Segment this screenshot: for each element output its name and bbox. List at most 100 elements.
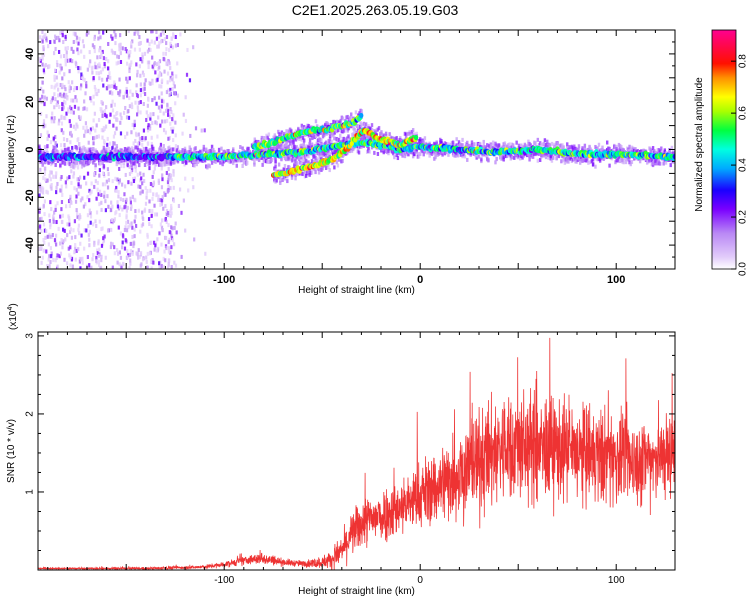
noise-speck [69, 229, 72, 234]
noise-speck [133, 176, 136, 181]
noise-speck [162, 56, 165, 61]
noise-speck [82, 204, 86, 209]
noise-speck [63, 228, 66, 233]
noise-speck [65, 54, 68, 59]
ridge-haze [94, 163, 97, 168]
noise-speck [68, 119, 71, 124]
noise-speck [118, 89, 122, 94]
noise-speck [39, 187, 42, 192]
ridge-haze [269, 155, 273, 160]
noise-speck [79, 266, 82, 269]
noise-speck [48, 218, 52, 223]
noise-speck [47, 257, 50, 262]
noise-speck [131, 225, 134, 230]
noise-speck [160, 198, 164, 203]
noise-speck [85, 125, 88, 130]
noise-speck [52, 136, 55, 141]
noise-speck [170, 245, 173, 250]
noise-speck [65, 92, 68, 97]
ridge-haze [300, 123, 304, 128]
ridge-haze [503, 141, 507, 146]
ridge-haze [301, 158, 304, 163]
noise-speck [151, 78, 154, 83]
noise-speck [178, 187, 182, 192]
noise-speck [95, 258, 98, 263]
noise-speck [50, 182, 53, 187]
noise-speck [59, 241, 62, 246]
ridge-haze [364, 132, 368, 137]
noise-speck [43, 64, 46, 69]
noise-speck [172, 138, 175, 143]
noise-speck [164, 258, 167, 263]
ridge-haze [43, 151, 47, 156]
noise-speck [171, 226, 174, 231]
noise-speck [116, 260, 119, 265]
ridge-haze [188, 149, 191, 154]
ridge-haze [577, 144, 581, 149]
noise-speck [97, 254, 101, 259]
noise-speck [98, 173, 101, 178]
noise-speck [145, 195, 148, 200]
noise-speck [133, 47, 137, 52]
noise-speck [57, 226, 60, 231]
ridge-haze [654, 161, 657, 166]
noise-speck [94, 165, 97, 170]
ridge-haze [601, 145, 604, 150]
noise-speck [38, 57, 41, 62]
noise-speck [105, 77, 109, 82]
noise-speck [118, 47, 121, 52]
ridge-haze [513, 155, 516, 160]
noise-speck [100, 128, 103, 133]
noise-speck [156, 77, 159, 82]
ridge-haze [477, 154, 481, 159]
noise-speck [49, 260, 52, 265]
noise-speck [124, 225, 127, 230]
ridge-haze [130, 158, 134, 163]
ridge-haze [280, 142, 283, 147]
noise-speck [41, 35, 44, 40]
noise-speck [100, 254, 103, 259]
ridge-haze [247, 146, 250, 151]
ridge-haze [550, 158, 554, 163]
noise-speck [63, 72, 66, 77]
noise-speck [164, 204, 167, 209]
noise-speck [162, 144, 165, 149]
noise-speck [172, 113, 175, 118]
ridge-haze [377, 126, 381, 131]
noise-speck [55, 220, 58, 225]
noise-speck [59, 64, 62, 69]
noise-speck [161, 173, 164, 178]
noise-speck [69, 130, 72, 135]
ridge-haze [542, 142, 545, 147]
noise-speck [165, 90, 169, 95]
ridge-haze [328, 134, 332, 139]
noise-speck [127, 109, 130, 114]
noise-speck [172, 185, 175, 190]
noise-speck [91, 65, 94, 70]
noise-speck [168, 135, 171, 140]
noise-speck [160, 242, 163, 247]
noise-speck [58, 254, 61, 259]
noise-speck [64, 34, 67, 39]
ridge-haze [241, 163, 244, 168]
ridge-haze [534, 141, 537, 146]
ridge-haze [195, 162, 198, 167]
ridge-haze [320, 130, 324, 135]
noise-speck [52, 214, 55, 219]
ridge-haze [160, 160, 163, 165]
ridge-haze [480, 157, 483, 162]
noise-speck [42, 98, 45, 103]
noise-speck [81, 260, 84, 265]
noise-speck [53, 116, 56, 121]
noise-speck [170, 203, 173, 208]
noise-speck [130, 60, 133, 65]
noise-speck [49, 140, 53, 145]
noise-speck [40, 100, 43, 105]
ridge-haze [360, 109, 364, 114]
noise-speck [77, 66, 80, 71]
noise-speck [107, 42, 110, 47]
noise-speck [168, 93, 171, 98]
noise-speck [54, 68, 57, 73]
noise-speck [115, 185, 118, 190]
ridge-haze [232, 160, 235, 165]
